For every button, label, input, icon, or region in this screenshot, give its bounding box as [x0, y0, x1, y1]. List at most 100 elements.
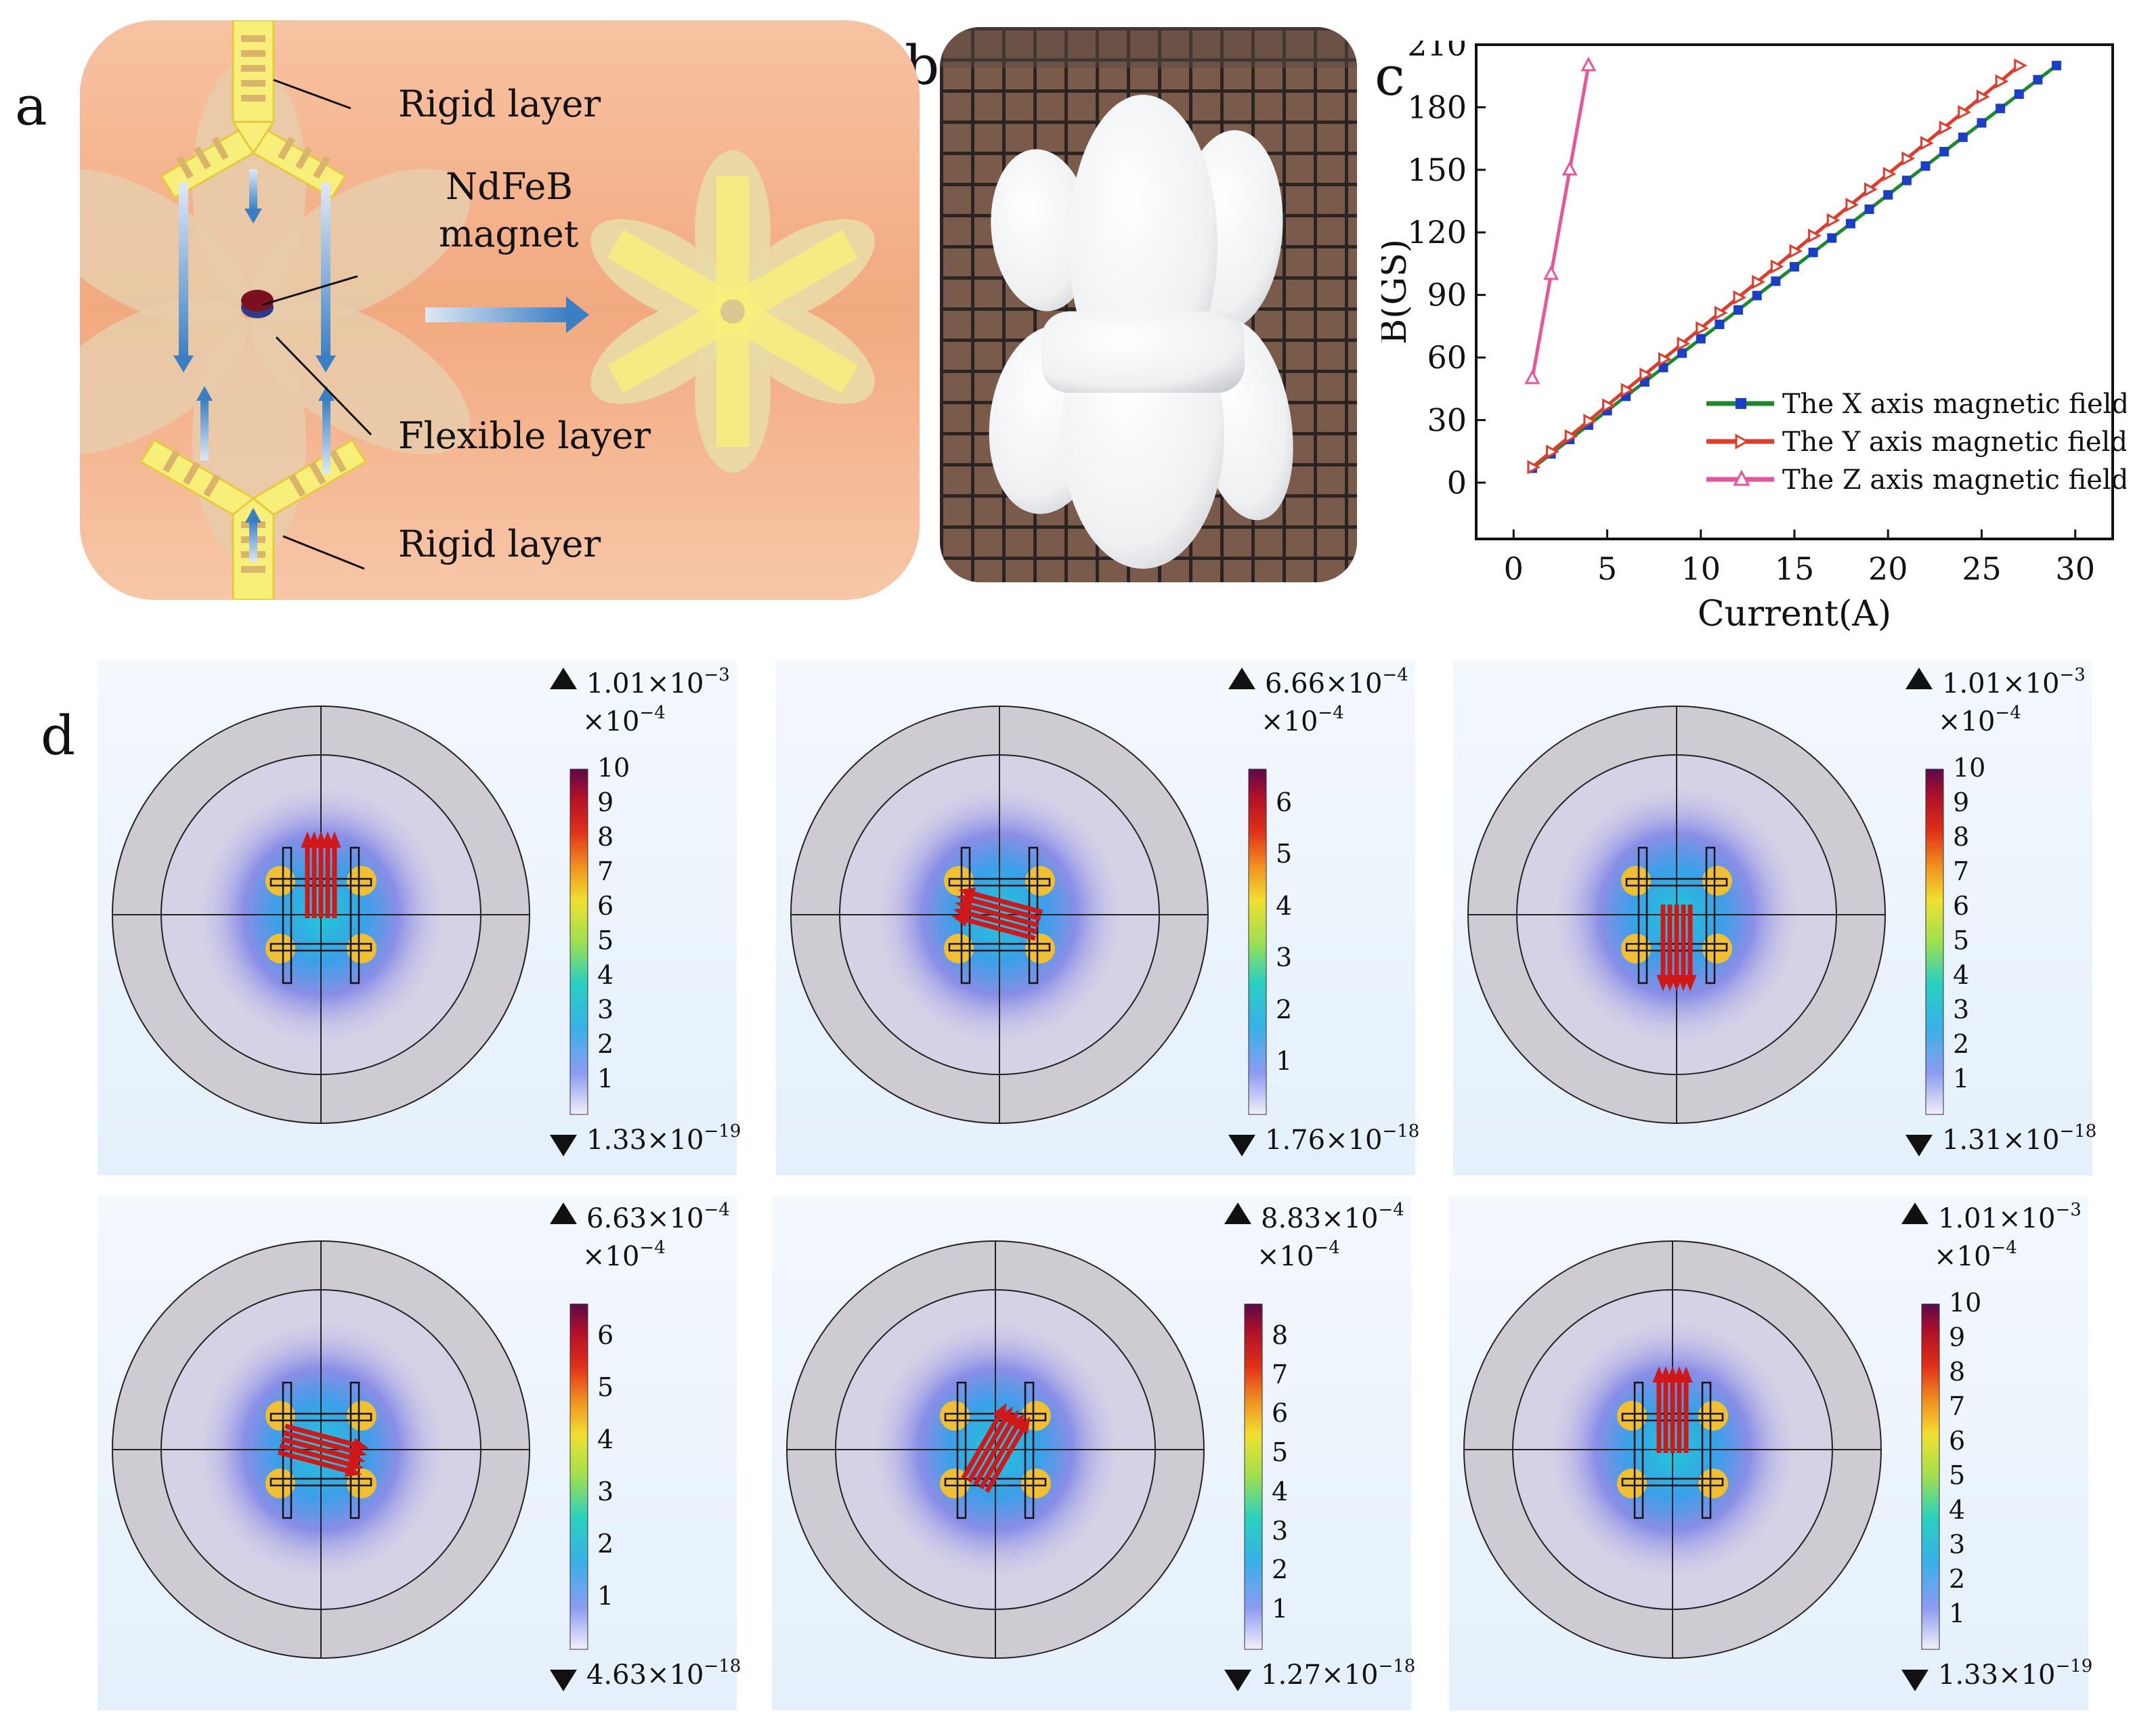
colorbar-tick-label: 2 [1953, 1029, 1970, 1059]
min-mantissa: 1.33×10 [1938, 1659, 2056, 1691]
simulation-panel-6: 1.01×10−3 ×10−4 1.33×10−19 1 2 3 4 5 6 7 8 9 10 [1449, 1196, 2092, 1710]
data-point [2014, 89, 2024, 99]
data-point [1827, 233, 1837, 243]
colorbar-tick-label: 4 [1949, 1495, 1966, 1525]
panel-b-photo [940, 27, 1357, 582]
x-tick-label: 30 [2055, 550, 2095, 587]
data-point [1826, 213, 1840, 227]
field-arrows [1652, 1366, 1693, 1453]
panel-c-chart: 0 5 10 15 20 25 30 0 30 60 90 120 150 180 210 Current(A… [1374, 26, 2133, 650]
data-point [1976, 89, 1990, 104]
data-point [1771, 276, 1781, 286]
min-mantissa: 1.27×10 [1261, 1659, 1379, 1691]
colorbar-tick-label: 8 [1953, 822, 1970, 852]
data-point [2033, 74, 2043, 85]
data-point [1543, 265, 1559, 280]
colorbar-unit-label: ×10−4 [1261, 703, 1344, 737]
min-exponent: −19 [2055, 1656, 2093, 1676]
field-arrows [961, 1403, 1031, 1493]
colorbar-tick-label: 4 [1276, 890, 1293, 921]
data-point [1677, 337, 1691, 351]
colorbar-tick-label: 2 [597, 1029, 614, 1059]
simulation-panel-5: 8.83×10−4 ×10−4 1.27×10−18 1 2 3 4 5 6 7 8 [772, 1196, 1415, 1710]
colorbar-unit-label: ×10−4 [1257, 1238, 1340, 1272]
colorbar-tick-label: 6 [1949, 1426, 1966, 1456]
field-plot [790, 668, 1267, 1156]
colorbar-tick-label: 5 [597, 926, 614, 955]
legend-marker [1733, 469, 1750, 486]
simulation-panel-2: 6.66×10−4 ×10−4 1.76×10−18 1 2 3 4 5 6 [776, 661, 1419, 1175]
data-point [1733, 290, 1747, 305]
data-point [1715, 320, 1725, 330]
max-mantissa: 1.01×10 [1942, 668, 2060, 699]
field-arrows [951, 888, 1043, 941]
data-point [1808, 228, 1822, 243]
min-mantissa: 1.31×10 [1942, 1125, 2060, 1156]
data-point [1696, 321, 1709, 336]
unit-exponent: −4 [1991, 1238, 2017, 1258]
colorbar-max-label: 1.01×10−3 [1938, 1200, 2082, 1234]
colorbar-unit-label: ×10−4 [1934, 1238, 2017, 1272]
x-axis-label: Current(A) [1698, 594, 1891, 634]
panel-letter-d: d [41, 704, 76, 767]
colorbar-tick-label: 4 [1272, 1476, 1289, 1506]
colorbar-tick-label: 1 [1276, 1046, 1293, 1077]
colorbar-max-label: 6.66×10−4 [1265, 665, 1408, 699]
field-plot [1463, 1202, 1940, 1691]
data-point [1733, 305, 1744, 315]
unit-exponent: −4 [639, 1238, 666, 1258]
y-tick-label: 0 [1447, 464, 1467, 501]
unit-mantissa: ×10 [1934, 1241, 1991, 1272]
field-arrows [277, 1423, 369, 1477]
data-point [1752, 275, 1765, 290]
data-point [1995, 74, 2009, 89]
series-line-2 [1530, 65, 1591, 379]
colorbar-tick-label: 8 [1272, 1320, 1289, 1350]
data-point [1658, 351, 1672, 366]
b-vs-current-chart: 0 5 10 15 20 25 30 0 30 60 90 120 150 180 210 Current(A… [1374, 26, 2129, 634]
y-tick-label: 180 [1407, 89, 1467, 125]
max-exponent: −4 [704, 1200, 730, 1220]
colorbar-tick-label: 6 [1953, 891, 1970, 921]
data-point [1939, 121, 1953, 135]
x-tick-label: 10 [1681, 550, 1721, 587]
colorbar-tick-label: 7 [1272, 1359, 1289, 1389]
max-mantissa: 1.01×10 [586, 668, 704, 699]
colorbar-tick-label: 4 [597, 960, 614, 990]
colorbar-tick-label: 7 [597, 856, 614, 886]
panel-a: Rigid layer NdFeB magnet Flexible layer … [3, 19, 920, 601]
colorbar-tick-label: 3 [1276, 942, 1293, 973]
colorbar-tick-label: 2 [1276, 994, 1293, 1024]
colorbar-tick-label: 5 [1949, 1460, 1966, 1490]
min-exponent: −18 [704, 1656, 741, 1676]
colorbar-min-label: 1.33×10−19 [1938, 1656, 2092, 1691]
ndfeb-magnet [241, 290, 274, 318]
colorbar-tick-label: 10 [1949, 1288, 1982, 1318]
data-point [1958, 132, 1968, 142]
colorbar-tick-label: 5 [1276, 839, 1293, 869]
y-tick-label: 210 [1407, 41, 1467, 63]
max-exponent: −3 [2055, 1200, 2082, 1220]
colorbar-tick-label: 6 [597, 891, 614, 921]
colorbar-tick-label: 3 [597, 1477, 614, 1507]
unit-mantissa: ×10 [1261, 706, 1318, 737]
data-point [2014, 58, 2027, 73]
min-mantissa: 1.76×10 [1265, 1125, 1383, 1156]
colorbar-tick-label: 3 [1272, 1515, 1289, 1546]
panel-a-diagram [3, 19, 920, 601]
legend-marker [1736, 398, 1746, 409]
colorbar-tick-label: 2 [1272, 1555, 1289, 1585]
max-exponent: −3 [704, 665, 730, 685]
min-exponent: −18 [2059, 1121, 2097, 1142]
y-tick-label: 150 [1407, 152, 1467, 188]
data-point [1939, 147, 1949, 157]
legend-label: The X axis magnetic field [1782, 389, 2126, 420]
colorbar-tick-label: 6 [1276, 787, 1293, 817]
colorbar-tick-label: 5 [1953, 926, 1970, 955]
simulation-panel-1: 1.01×10−3 ×10−4 1.33×10−19 1 2 3 4 5 6 7 8 9 10 [98, 661, 741, 1175]
data-point [1864, 182, 1878, 197]
data-point [1658, 362, 1668, 372]
colorbar-min-label: 1.27×10−18 [1261, 1656, 1415, 1691]
data-point [1901, 151, 1916, 166]
data-point [1620, 383, 1635, 397]
